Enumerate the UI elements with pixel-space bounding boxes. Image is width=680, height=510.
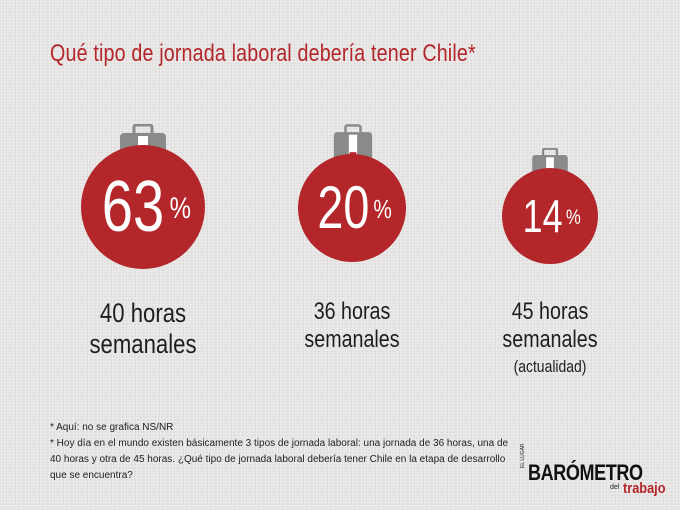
stat-label-line2: semanales xyxy=(304,325,400,353)
stat-value: 20 xyxy=(316,174,369,241)
footnote-1: * Aquí: no se grafica NS/NR xyxy=(50,422,174,433)
footnotes: * Aquí: no se grafica NS/NR * Hoy día en… xyxy=(50,420,510,484)
percent-sign: % xyxy=(169,192,191,225)
stat-value: 14 xyxy=(522,190,563,242)
stat-label: 45 horas semanales (actualidad) xyxy=(480,298,619,377)
stat-label-line1: 36 horas xyxy=(313,298,391,325)
stat-label-line2: semanales xyxy=(89,329,197,360)
percent-sign: % xyxy=(566,205,582,229)
footnote-2: * Hoy día en el mundo existen básicament… xyxy=(50,438,509,481)
barometro-logo: EL LUGAR BARÓMETRO del trabajo xyxy=(520,443,666,502)
stat-bubble: 14% xyxy=(502,168,598,264)
logo-main: BARÓMETRO xyxy=(528,460,643,485)
logo-trabajo: trabajo xyxy=(623,480,666,497)
stat-label-line2: semanales xyxy=(502,325,598,353)
stat-label: 36 horas semanales xyxy=(286,298,417,353)
stat-label: 40 horas semanales xyxy=(77,298,208,360)
stat-bubble: 63% xyxy=(81,145,205,269)
logo-del: del xyxy=(610,484,620,491)
stat-label-line1: 45 horas xyxy=(511,298,589,325)
page-title: Qué tipo de jornada laboral debería tene… xyxy=(50,40,476,67)
percent-sign: % xyxy=(373,194,393,224)
logo-prefix: EL LUGAR xyxy=(520,443,526,468)
stat-bubble: 20% xyxy=(298,154,406,262)
stat-value: 63 xyxy=(101,167,164,247)
stat-label-line1: 40 horas xyxy=(99,298,187,328)
stat-label-line3: (actualidad) xyxy=(513,357,587,377)
